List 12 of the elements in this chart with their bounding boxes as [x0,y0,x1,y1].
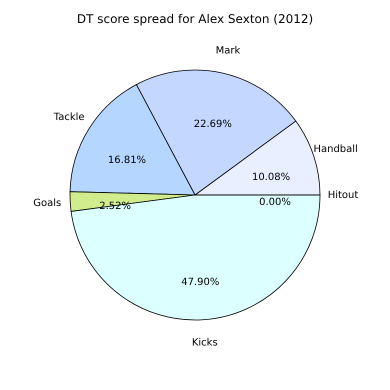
slice-label: Tackle [52,112,85,124]
data-label: 10.08% [252,172,290,184]
data-label: 16.81% [108,154,146,166]
slice-label: Mark [216,46,240,57]
data-label: 47.90% [181,276,220,288]
data-label: 22.69% [194,119,232,130]
slice-label: Kicks [192,338,218,349]
text: 0.00% [259,197,291,208]
chart-title: DT score spread for Alex Sexton (2012) [76,12,314,26]
slice-label: Goals [33,198,62,209]
slice-label: Handball [313,144,358,155]
category-label: Hitout [328,190,358,201]
